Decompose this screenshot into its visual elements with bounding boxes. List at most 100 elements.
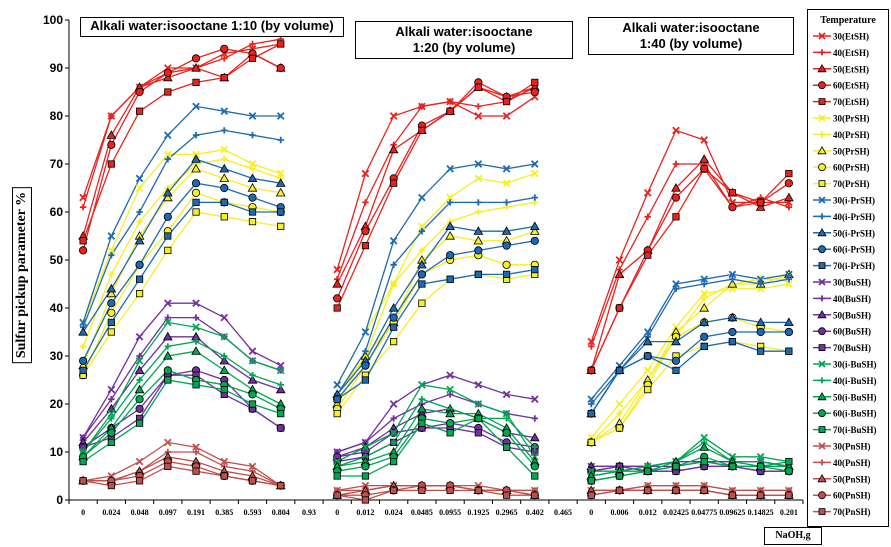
legend-marker <box>817 145 827 155</box>
data-point <box>785 280 793 288</box>
data-point <box>106 130 117 139</box>
data-point <box>390 457 398 466</box>
legend-marker <box>818 196 826 204</box>
data-point <box>785 347 793 355</box>
data-point <box>333 395 341 403</box>
data-point <box>643 366 652 375</box>
data-point <box>79 204 87 211</box>
panel-2-title: Alkali water:isooctane 1:20 (by volume) <box>355 21 573 59</box>
data-point <box>474 160 483 168</box>
data-point <box>672 160 680 168</box>
data-point <box>333 409 341 418</box>
data-point <box>502 260 511 269</box>
data-point <box>614 269 625 279</box>
data-point <box>248 217 257 226</box>
data-point <box>785 204 793 211</box>
data-point <box>191 188 201 197</box>
data-point <box>445 221 456 231</box>
series-line <box>591 489 789 496</box>
series-line <box>336 196 535 395</box>
data-point <box>757 347 765 355</box>
data-point <box>728 491 737 499</box>
legend-marker <box>818 327 826 336</box>
legend-marker <box>819 295 825 302</box>
series-line <box>336 172 536 386</box>
data-point <box>107 308 116 317</box>
data-point <box>446 371 454 380</box>
legend-label: 30(i-PrSH) <box>833 196 875 206</box>
y-tick-label: 10 <box>50 445 64 459</box>
legend-marker <box>817 227 827 237</box>
data-point <box>529 221 540 231</box>
data-point <box>163 68 172 77</box>
data-point <box>417 270 426 279</box>
data-point <box>389 112 398 120</box>
legend-marker <box>817 63 827 73</box>
series-line <box>590 158 790 371</box>
legend-label: 60(PnSH) <box>833 491 871 501</box>
legend-label: 70(PrSH) <box>833 179 870 189</box>
data-point <box>390 486 398 495</box>
series-line <box>82 369 282 458</box>
data-point <box>502 241 511 250</box>
data-point <box>108 112 115 120</box>
legend-entry: 30(i-BuSH) <box>813 360 877 370</box>
data-point <box>502 270 511 279</box>
data-point <box>361 328 370 336</box>
data-point <box>446 391 454 398</box>
data-point <box>446 275 454 283</box>
legend-label: 30(EtSH) <box>833 32 869 42</box>
data-point <box>672 285 680 292</box>
data-point <box>727 312 738 322</box>
data-point <box>785 169 793 178</box>
data-point <box>107 299 116 308</box>
data-point <box>643 328 652 336</box>
y-tick-label: 90 <box>50 61 64 75</box>
legend-label: 70(i-BuSH) <box>833 425 877 435</box>
y-tick-label: 60 <box>50 205 64 219</box>
series-line <box>336 374 535 453</box>
legend-label: 40(i-PrSH) <box>833 212 875 222</box>
data-point <box>501 226 512 235</box>
legend-entry: 30(EtSH) <box>813 32 869 42</box>
data-point <box>221 156 228 163</box>
data-point <box>390 337 398 346</box>
data-point <box>671 182 681 192</box>
data-point <box>135 457 144 466</box>
series-line <box>82 52 282 237</box>
data-point <box>389 236 398 245</box>
legend-label: 50(i-PrSH) <box>833 228 875 238</box>
data-point <box>418 247 426 254</box>
data-point <box>474 174 483 183</box>
legend-label: 60(BuSH) <box>833 327 871 337</box>
data-point <box>107 481 115 490</box>
data-point <box>530 160 539 168</box>
data-point <box>333 491 341 499</box>
data-point <box>361 361 370 370</box>
data-point <box>390 179 398 187</box>
x-tick-label: 0.04775 <box>691 508 717 517</box>
y-tick-label: 20 <box>50 397 64 411</box>
data-point <box>756 327 765 337</box>
series-line <box>83 456 281 487</box>
data-point <box>615 424 624 432</box>
data-point <box>588 343 595 350</box>
data-point <box>162 72 173 82</box>
legend-marker <box>818 491 826 500</box>
data-point <box>671 356 681 365</box>
data-point <box>474 83 482 91</box>
legend-entry: 40(i-BuSH) <box>813 376 877 386</box>
series-line <box>82 201 281 371</box>
data-point <box>418 380 426 389</box>
data-point <box>502 98 511 106</box>
x-tick-label: 0.0485 <box>411 508 433 517</box>
data-point <box>220 457 229 466</box>
legend-label: 50(BuSH) <box>833 310 871 320</box>
data-point <box>164 343 172 350</box>
data-point <box>191 54 201 63</box>
data-point <box>531 491 539 499</box>
data-point <box>615 400 624 408</box>
data-point <box>192 443 200 452</box>
data-point <box>615 366 624 375</box>
series-line <box>82 350 282 458</box>
